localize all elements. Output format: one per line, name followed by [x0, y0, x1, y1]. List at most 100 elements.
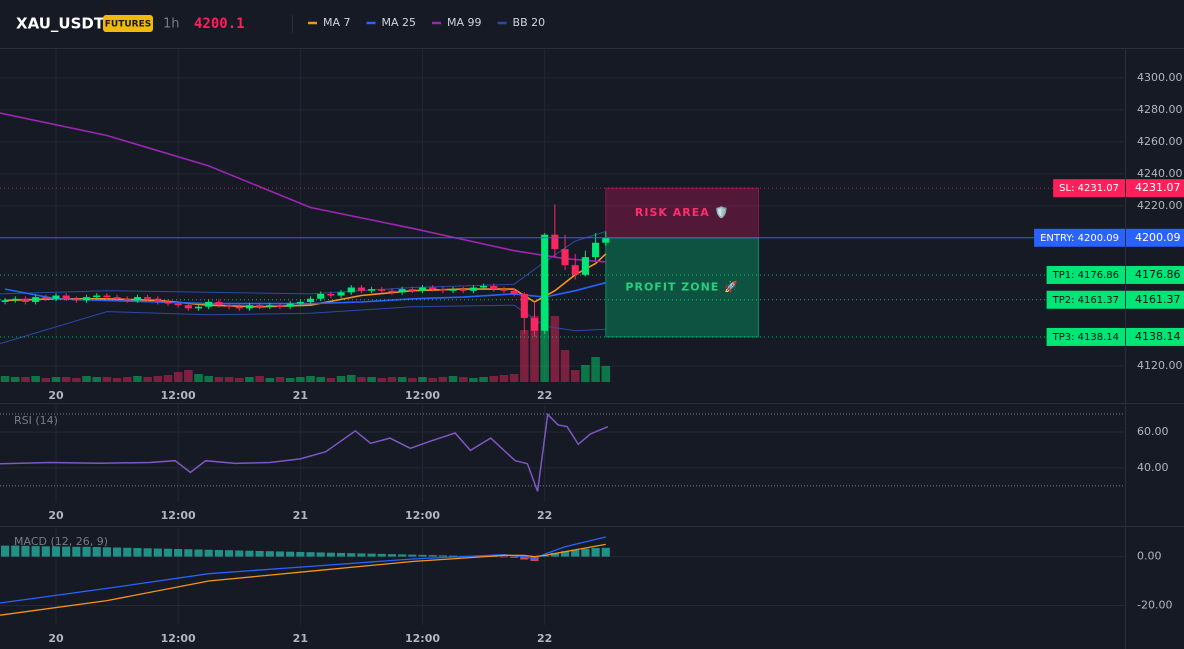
volume-bar: [31, 376, 40, 382]
x-tick-label: 20: [48, 509, 64, 522]
candle-body: [418, 287, 427, 291]
legend: MA 7 MA 25 MA 99 BB 20: [308, 16, 545, 29]
candle-body: [378, 289, 386, 291]
zone: [605, 237, 759, 338]
volume-bar: [234, 378, 244, 382]
legend-label: MA 99: [447, 16, 482, 29]
candle-body: [520, 293, 528, 318]
macd-histogram-bar: [265, 551, 274, 557]
macd-histogram-bar: [296, 551, 305, 557]
candle-body: [439, 289, 447, 291]
candle-body: [144, 297, 152, 299]
candle-body: [103, 295, 111, 298]
price-tag: 4161.37: [1135, 293, 1181, 306]
macd-line: [0, 543, 606, 616]
candle-body: [184, 305, 192, 309]
x-tick-label: 22: [537, 389, 552, 402]
candle-body: [123, 298, 131, 301]
macd-histogram-bar: [326, 552, 335, 557]
price-tag: 4138.14: [1135, 330, 1181, 343]
macd-histogram-bar: [367, 553, 376, 557]
x-tick-label: 20: [48, 389, 64, 402]
candle-body: [205, 301, 213, 307]
macd-histogram-bar: [113, 547, 122, 557]
rsi-title: RSI (14): [14, 414, 58, 427]
macd-histogram-bar: [448, 555, 458, 557]
volume-bar: [530, 316, 539, 382]
candle-body: [368, 289, 376, 291]
macd-histogram-bar: [92, 547, 101, 557]
level-tag-background: [1053, 179, 1125, 198]
x-tick-label: 21: [293, 389, 308, 402]
macd-histogram-bar: [184, 549, 193, 557]
candle-body: [306, 298, 315, 302]
price-tag-background: [1125, 290, 1184, 309]
x-tick-label: 12:00: [405, 509, 440, 522]
candle-body: [245, 305, 253, 309]
macd-histogram-bar: [133, 548, 142, 557]
candle-body: [225, 305, 233, 307]
volume-bar: [10, 377, 20, 382]
candle-body: [551, 234, 559, 250]
macd-histogram-bar: [306, 552, 315, 557]
candle-body: [317, 293, 325, 299]
volume-bar: [133, 376, 142, 382]
macd-histogram-bar: [31, 546, 40, 557]
candle-body: [602, 237, 610, 243]
level-tag: TP3: 4138.14: [1052, 332, 1119, 343]
candle-body: [581, 257, 589, 275]
volume-bar: [214, 377, 224, 382]
candle-body: [21, 298, 30, 302]
volume-bar: [82, 376, 91, 382]
plot-layer: [0, 112, 1125, 616]
volume-bar: [377, 378, 387, 382]
level-tag: SL: 4231.07: [1059, 183, 1119, 194]
volume-bar: [143, 377, 152, 382]
volume-bar: [296, 377, 305, 382]
y-tick-label: 40.00: [1137, 461, 1169, 474]
macd-histogram-bar: [316, 552, 325, 557]
macd-histogram-bar: [550, 552, 559, 557]
candle-body: [480, 285, 488, 288]
macd-histogram-bar: [174, 549, 183, 557]
candle-body: [398, 289, 406, 293]
macd-histogram-bar: [82, 546, 91, 557]
volume-bar: [428, 378, 437, 382]
candle-body: [62, 295, 70, 299]
macd-histogram-bar: [102, 547, 111, 557]
volume-bar: [61, 377, 71, 382]
volume-bar: [0, 376, 10, 382]
macd-histogram-bar: [153, 548, 162, 557]
candle-body: [154, 298, 162, 302]
price-tag: 4176.86: [1135, 268, 1181, 281]
x-tick-label: 22: [537, 509, 552, 522]
volume-bar: [72, 378, 81, 382]
macd-histogram-bar: [601, 547, 610, 557]
price-tag-background: [1125, 179, 1184, 198]
legend-label: MA 25: [382, 16, 417, 29]
candle-body: [449, 289, 457, 291]
volume-bar: [397, 377, 407, 382]
macd-histogram-bar: [347, 553, 356, 557]
candle-body: [510, 290, 518, 294]
volume-bar: [224, 377, 234, 382]
volume-bar: [21, 377, 30, 382]
macd-histogram-bar: [336, 552, 346, 557]
moving-average: [0, 112, 606, 263]
level-tag-background: [1046, 290, 1125, 309]
candle-body: [561, 249, 569, 266]
candle-body: [235, 306, 243, 309]
macd-histogram-bar: [357, 553, 366, 557]
badge-background: [103, 15, 153, 32]
rsi-line: [0, 412, 609, 492]
volume-bar: [367, 377, 376, 382]
macd-histogram-bar: [143, 548, 152, 557]
macd-histogram-bar: [560, 551, 570, 557]
candle-body: [296, 301, 304, 304]
volume-bar: [520, 330, 529, 382]
bb-lower: [0, 304, 606, 345]
macd-histogram-bar: [204, 549, 213, 557]
candle-body: [408, 289, 416, 291]
level-tag-background: [1046, 327, 1125, 346]
volume-bar: [255, 376, 264, 382]
